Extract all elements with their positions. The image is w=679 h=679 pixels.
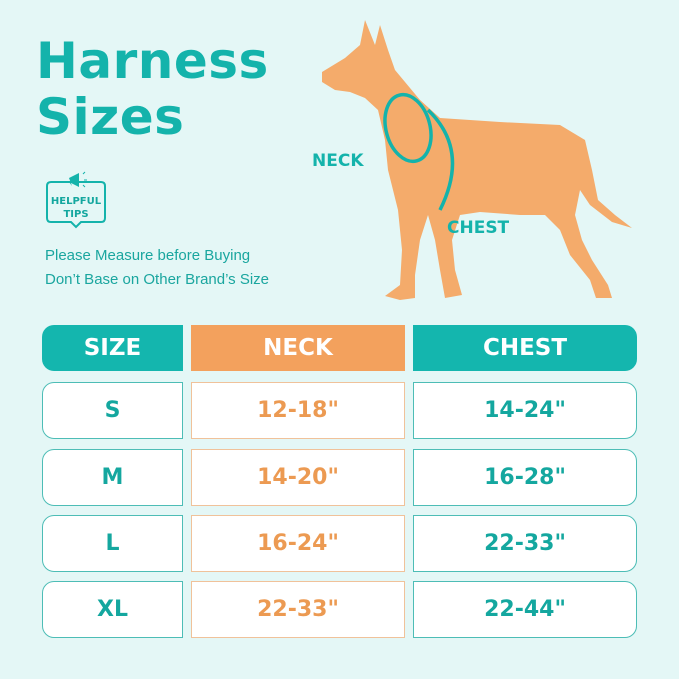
chest-cell: 14-24" — [413, 382, 637, 439]
megaphone-icon — [46, 171, 106, 229]
size-cell: L — [42, 515, 183, 572]
neck-label: NECK — [312, 151, 364, 171]
neck-cell: 14-20" — [191, 449, 405, 506]
chest-label: CHEST — [447, 218, 510, 238]
size-cell: XL — [42, 581, 183, 638]
helpful-tips-badge: HELPFUL TIPS — [43, 170, 109, 236]
tip-line-1: Please Measure before Buying — [45, 247, 251, 264]
header-chest: CHEST — [413, 325, 637, 371]
neck-cell: 22-33" — [191, 581, 405, 638]
title-line-1: Harness — [36, 32, 269, 90]
tips-badge-line-2: TIPS — [63, 209, 89, 220]
chest-cell: 22-44" — [413, 581, 637, 638]
title-line-2: Sizes — [36, 88, 185, 146]
tip-line-2: Don’t Base on Other Brand’s Size — [45, 271, 270, 288]
header-size: SIZE — [42, 325, 183, 371]
tips-badge-line-1: HELPFUL — [50, 196, 102, 207]
neck-cell: 12-18" — [191, 382, 405, 439]
size-cell: S — [42, 382, 183, 439]
size-cell: M — [42, 449, 183, 506]
dog-silhouette-illustration — [322, 20, 632, 300]
header-neck: NECK — [191, 325, 405, 371]
neck-cell: 16-24" — [191, 515, 405, 572]
chest-cell: 22-33" — [413, 515, 637, 572]
chest-cell: 16-28" — [413, 449, 637, 506]
